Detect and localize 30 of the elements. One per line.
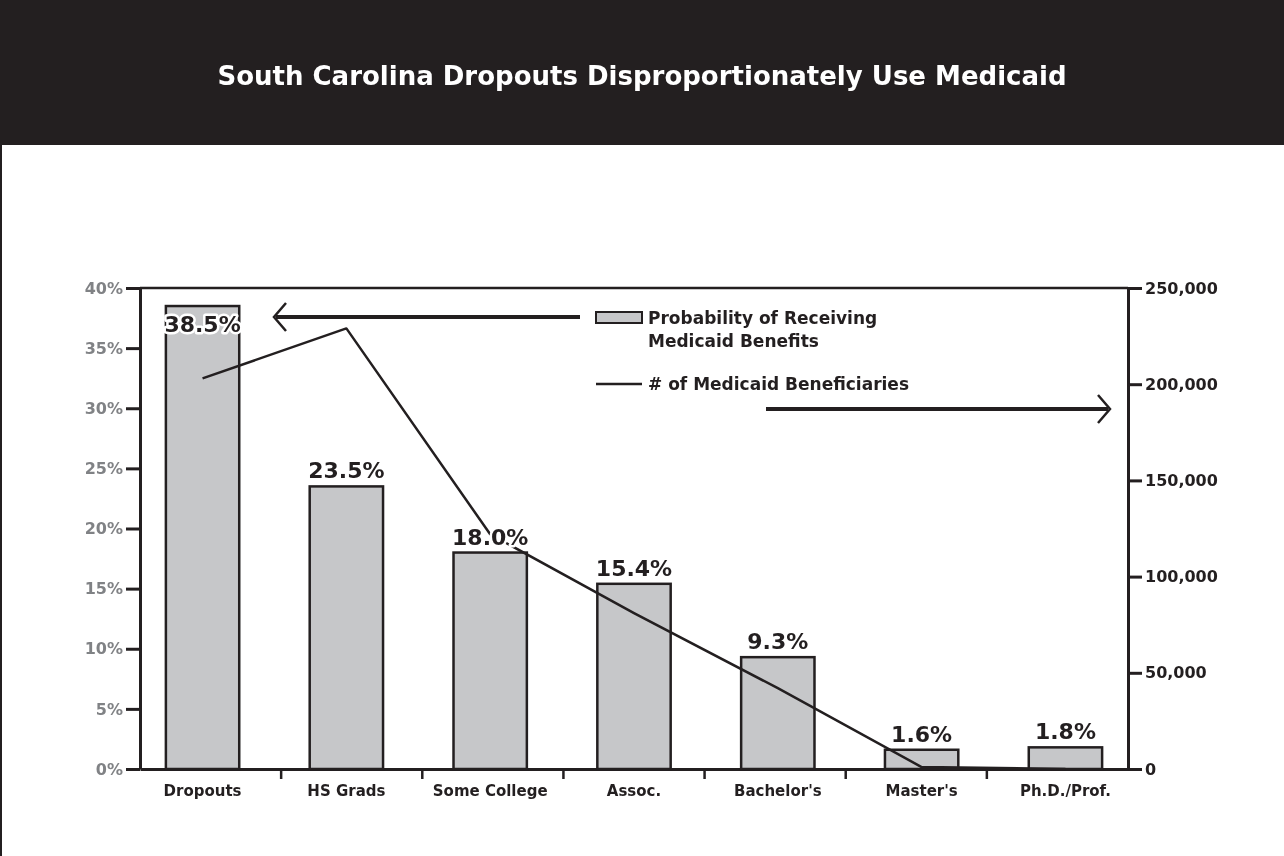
y-tick-label: 10% (84, 639, 123, 659)
y-tick-label: 20% (84, 519, 123, 539)
data-label: 15.4% (595, 555, 673, 581)
x-tick-label: Dropouts (163, 782, 242, 800)
x-tick-label: Master's (885, 782, 958, 800)
y-tick-label: 0% (95, 759, 123, 779)
y-tick-label: 15% (84, 579, 123, 599)
y2-tick-label: 50,000 (1145, 663, 1207, 683)
y-tick-label: 25% (84, 458, 123, 478)
y2-tick-label: 100,000 (1145, 567, 1218, 587)
data-label: 1.8% (1034, 719, 1096, 745)
y2-tick-label: 200,000 (1145, 374, 1218, 394)
x-tick-label: Ph.D./Prof. (1019, 782, 1111, 800)
x-tick-label: HS Grads (307, 782, 386, 800)
x-tick-label: Some College (432, 782, 548, 800)
y-tick-label: 30% (84, 398, 123, 418)
y2-tick-label: 150,000 (1145, 471, 1218, 491)
data-label: 1.6% (891, 721, 953, 747)
x-tick-label: Assoc. (606, 782, 662, 800)
legend-label: # of Medicaid Beneficiaries (648, 373, 910, 394)
y2-tick-label: 0 (1145, 759, 1157, 779)
y-tick-label: 5% (95, 699, 123, 719)
legend-label: Probability of Receiving Medicaid Benefits (648, 307, 878, 351)
y-tick-label: 40% (84, 278, 123, 298)
y2-tick-label: 250,000 (1145, 278, 1218, 298)
data-label: 9.3% (747, 629, 809, 655)
x-tick-label: Bachelor's (733, 782, 822, 800)
data-label: 23.5% (308, 458, 385, 484)
y-tick-label: 35% (84, 338, 123, 358)
chart-title: South Carolina Dropouts Disproportionately Use Medicaid (217, 61, 1067, 91)
